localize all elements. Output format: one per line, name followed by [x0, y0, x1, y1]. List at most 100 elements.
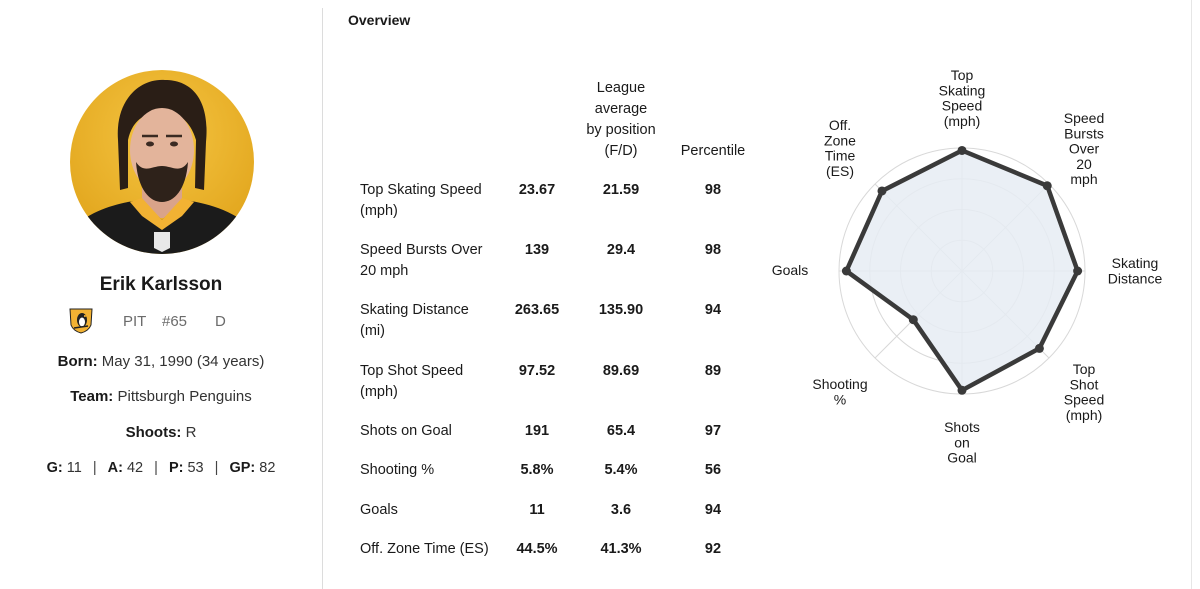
- radar-axis-label-line: Speed: [942, 98, 982, 114]
- metric-label-line: (mph): [360, 203, 398, 219]
- right-edge-divider: [1191, 0, 1192, 589]
- league-average-value: 21.59: [602, 182, 640, 198]
- radar-axis-label-line: Over: [1069, 141, 1100, 157]
- season-stats-row: G: 11 | A: 42 | P: 53 | GP: 82: [0, 460, 322, 476]
- metric-label-line: Off. Zone Time (ES): [360, 541, 489, 557]
- radar-axis-label-line: Top: [951, 67, 974, 83]
- percentile-value: 92: [704, 541, 722, 557]
- radar-axis-label-line: Zone: [824, 132, 856, 148]
- radar-axis-label-line: Shots: [944, 419, 980, 435]
- percentile-value: 98: [704, 242, 722, 258]
- player-value: 23.67: [518, 182, 556, 198]
- radar-axis-label: Skating Distance: [1108, 255, 1163, 286]
- player-value: 97.52: [518, 363, 556, 379]
- born-value: May 31, 1990 (34 years): [101, 353, 265, 370]
- radar-axis-label-line: (mph): [1066, 407, 1103, 423]
- player-value: 139: [524, 242, 550, 258]
- league-average-value: 3.6: [610, 502, 632, 518]
- metric-label: Off. Zone Time (ES): [360, 539, 500, 560]
- metric-label: Top Skating Speed (mph): [360, 180, 500, 222]
- radar-axis-label-line: Distance: [1108, 270, 1163, 286]
- header-line: average: [594, 101, 648, 117]
- metric-label: Speed Bursts Over 20 mph: [360, 240, 500, 282]
- percentile-value: 94: [704, 502, 722, 518]
- percentile-value: 94: [704, 302, 722, 318]
- radar-axis-label-line: Speed: [1064, 392, 1104, 408]
- radar-axis-label-line: mph: [1070, 171, 1097, 187]
- radar-axis-label-line: 20: [1076, 156, 1092, 172]
- team-row: Team: Pittsburgh Penguins: [0, 388, 322, 405]
- radar-axis-label-line: Shot: [1070, 376, 1099, 392]
- radar-axis-label: Top Shot Speed (mph): [1064, 361, 1104, 423]
- goals-label: G:: [46, 460, 63, 476]
- radar-axis-label-line: %: [834, 391, 846, 407]
- metric-label-line: Top Shot Speed: [360, 363, 464, 379]
- team-label: Team:: [70, 388, 114, 405]
- radar-axis-label: Top Skating Speed (mph): [939, 67, 986, 129]
- jersey-number: #65: [162, 313, 188, 330]
- overview-title: Overview: [348, 12, 411, 28]
- points-label: P:: [168, 460, 184, 476]
- radar-axis-label-line: Top: [1073, 361, 1096, 377]
- metric-label-line: Skating Distance: [360, 302, 469, 318]
- radar-axis-label: Goals: [772, 262, 809, 278]
- metric-label-line: Top Skating Speed: [360, 182, 482, 198]
- radar-axis-label-line: (mph): [944, 113, 981, 129]
- metric-label: Skating Distance (mi): [360, 300, 500, 342]
- radar-data-point: [957, 385, 967, 395]
- radar-axis-label-line: Goals: [772, 262, 809, 278]
- percentile-value: 98: [704, 182, 722, 198]
- percentile-value: 97: [704, 423, 722, 439]
- radar-data-point: [841, 266, 851, 276]
- radar-axis-label-line: on: [954, 434, 970, 450]
- league-average-value: 41.3%: [600, 541, 642, 557]
- percentile-radar-chart: Top Skating Speed (mph) Speed Bursts Over 20 mph…: [772, 67, 1163, 466]
- metric-label: Shooting %: [360, 460, 500, 481]
- team-abbreviation: PIT: [123, 313, 147, 330]
- player-value: 44.5%: [516, 541, 558, 557]
- league-average-value: 5.4%: [604, 462, 638, 478]
- header-line: League: [596, 80, 646, 96]
- games-played-value: 82: [259, 460, 276, 476]
- metric-label-line: Goals: [360, 502, 398, 518]
- shoots-value: R: [185, 424, 197, 441]
- player-value: 191: [524, 423, 550, 439]
- points-value: 53: [187, 460, 204, 476]
- radar-axis-label: Speed Bursts Over 20 mph: [1064, 110, 1104, 187]
- metric-label: Goals: [360, 500, 500, 521]
- games-played-label: GP:: [229, 460, 256, 476]
- radar-axis-label: Off. Zone Time (ES): [824, 117, 856, 179]
- percentile-value: 56: [704, 462, 722, 478]
- radar-axis-label-line: Off.: [829, 117, 851, 133]
- player-value: 263.65: [514, 302, 560, 318]
- radar-data-point: [908, 315, 918, 325]
- radar-axis-label: Shots on Goal: [944, 419, 980, 466]
- born-label: Born:: [57, 353, 98, 370]
- stat-separator: |: [92, 460, 97, 476]
- player-name: Erik Karlsson: [99, 274, 223, 295]
- league-average-value: 65.4: [606, 423, 636, 439]
- panel-divider: [322, 8, 323, 589]
- born-row: Born: May 31, 1990 (34 years): [0, 353, 322, 370]
- radar-data-point: [877, 186, 887, 196]
- metric-label-line: Shots on Goal: [360, 423, 452, 439]
- metric-label-line: Speed Bursts Over: [360, 242, 483, 258]
- stat-separator: |: [214, 460, 219, 476]
- radar-data-point: [1073, 266, 1083, 276]
- radar-axis-label-line: Time: [825, 148, 856, 164]
- metric-label-line: Shooting %: [360, 462, 435, 478]
- radar-axis-label-line: Skating: [1112, 255, 1159, 271]
- radar-axis-label-line: Goal: [947, 450, 977, 466]
- assists-value: 42: [126, 460, 144, 476]
- league-average-value: 135.90: [598, 302, 644, 318]
- percentile-value: 89: [704, 363, 722, 379]
- stat-separator: |: [154, 460, 158, 476]
- player-value: 11: [529, 502, 545, 518]
- metric-label-line: 20 mph: [360, 263, 409, 279]
- shoots-label: Shoots:: [125, 424, 182, 441]
- league-average-header: League average by position (F/D): [578, 78, 664, 162]
- metric-label-line: (mi): [360, 323, 385, 339]
- radar-axis-label-line: Skating: [939, 82, 986, 98]
- percentile-header: Percentile: [680, 143, 746, 159]
- assists-label: A:: [107, 460, 123, 476]
